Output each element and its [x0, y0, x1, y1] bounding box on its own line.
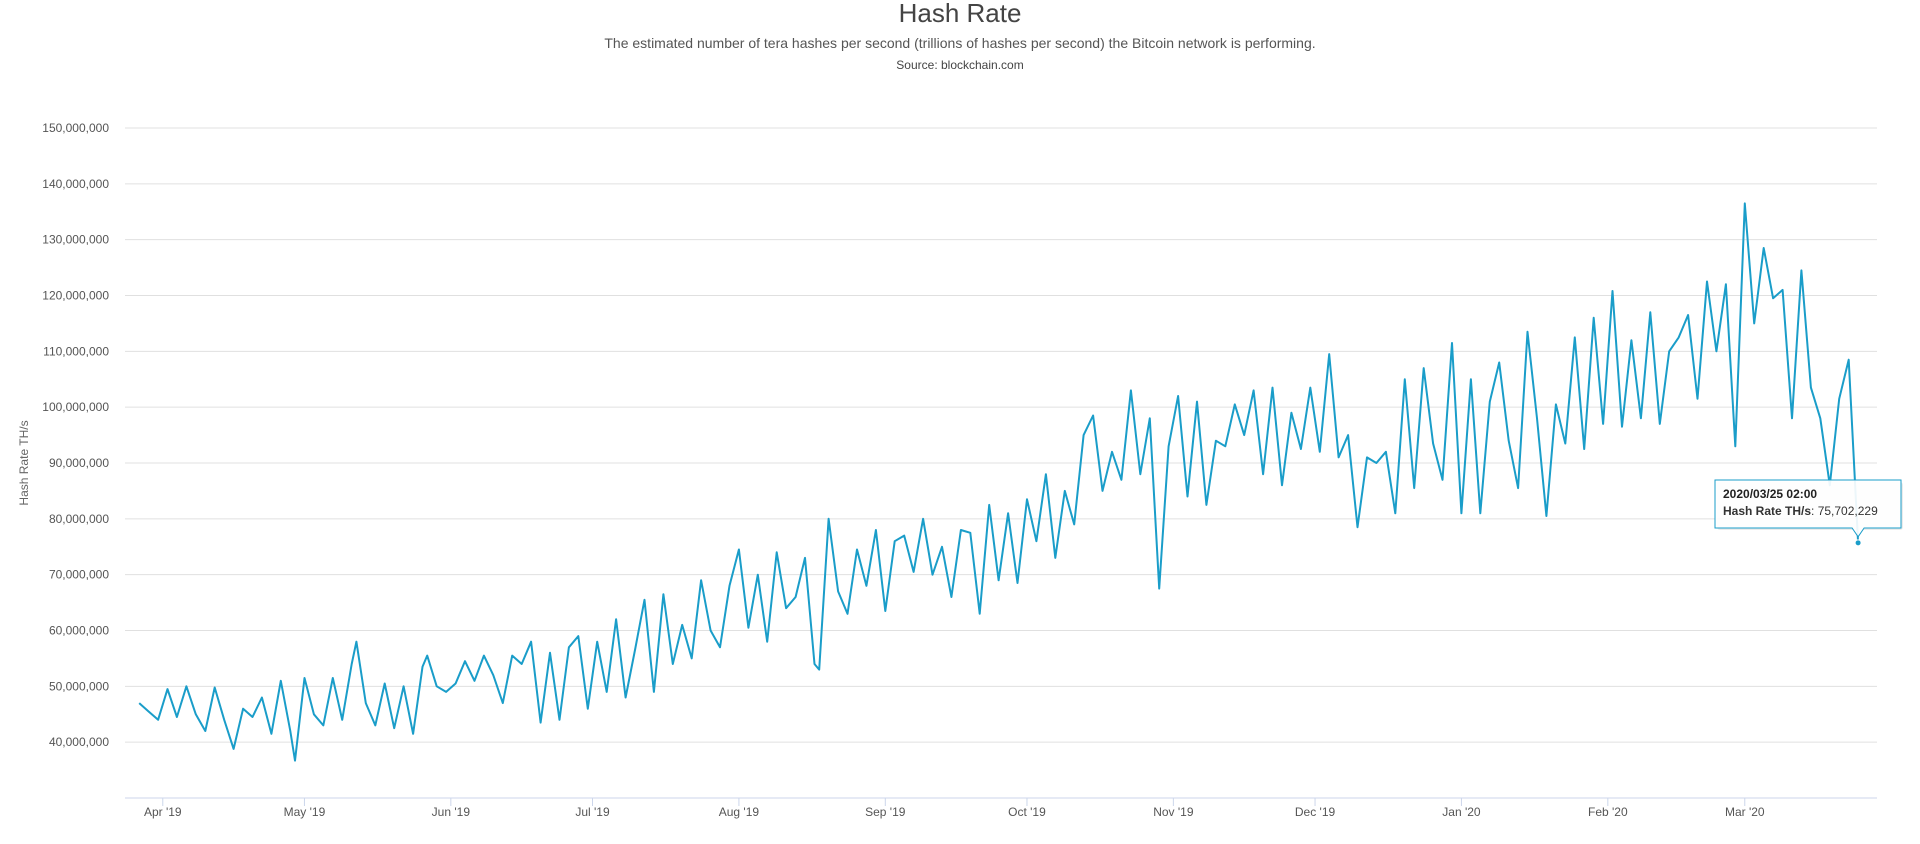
x-tick-label: Apr '19 — [144, 805, 182, 819]
x-axis: Apr '19 May '19 Jun '19 Jul '19 Aug '19 Sep '… — [125, 797, 1877, 819]
y-tick-label: 40,000,000 — [49, 735, 109, 749]
y-tick-label: 100,000,000 — [42, 400, 109, 414]
y-axis-label: Hash Rate TH/s — [17, 420, 31, 505]
grid-lines — [125, 127, 1877, 743]
x-tick-label: Dec '19 — [1295, 805, 1336, 819]
series-line[interactable] — [138, 202, 1860, 762]
tooltip: 2020/03/25 02:00 Hash Rate TH/s: 75,702,2… — [1714, 479, 1903, 547]
y-tick-label: 150,000,000 — [42, 121, 109, 135]
chart-title: Hash Rate — [898, 0, 1022, 28]
x-tick-label: Nov '19 — [1153, 805, 1194, 819]
x-tick-label: Jul '19 — [575, 805, 610, 819]
tooltip-series-label: Hash Rate TH/s — [1723, 504, 1811, 518]
x-tick-label: Jan '20 — [1442, 805, 1481, 819]
tooltip-value: 75,702,229 — [1818, 504, 1878, 518]
series-group[interactable] — [138, 202, 1860, 762]
tooltip-value-line: Hash Rate TH/s: 75,702,229 — [1723, 504, 1878, 518]
tooltip-title: 2020/03/25 02:00 — [1723, 487, 1817, 501]
x-tick-label: Mar '20 — [1725, 805, 1765, 819]
y-tick-label: 70,000,000 — [49, 568, 109, 582]
y-tick-label: 140,000,000 — [42, 177, 109, 191]
x-tick-label: Jun '19 — [432, 805, 471, 819]
chart-source: Source: blockchain.com — [896, 58, 1024, 72]
chart-header: Hash Rate The estimated number of tera h… — [0, 0, 1920, 72]
y-tick-label: 110,000,000 — [43, 344, 109, 358]
y-tick-label: 50,000,000 — [49, 679, 109, 693]
tooltip-marker — [1854, 539, 1862, 547]
x-tick-label: Oct '19 — [1008, 805, 1046, 819]
y-tick-label: 80,000,000 — [49, 512, 109, 526]
y-tick-label: 60,000,000 — [49, 624, 109, 638]
tooltip-box — [1714, 479, 1902, 538]
x-tick-label: Aug '19 — [719, 805, 760, 819]
y-tick-label: 90,000,000 — [49, 456, 109, 470]
x-tick-label: Sep '19 — [865, 805, 906, 819]
x-tick-label: Feb '20 — [1588, 805, 1628, 819]
x-tick-label: May '19 — [284, 805, 326, 819]
chart-subtitle: The estimated number of tera hashes per … — [604, 35, 1316, 51]
y-tick-label: 120,000,000 — [42, 289, 109, 303]
y-axis: 40,000,000 50,000,000 60,000,000 70,000,000… — [42, 121, 109, 749]
tooltip-separator: : — [1811, 504, 1818, 518]
y-tick-label: 130,000,000 — [42, 233, 109, 247]
